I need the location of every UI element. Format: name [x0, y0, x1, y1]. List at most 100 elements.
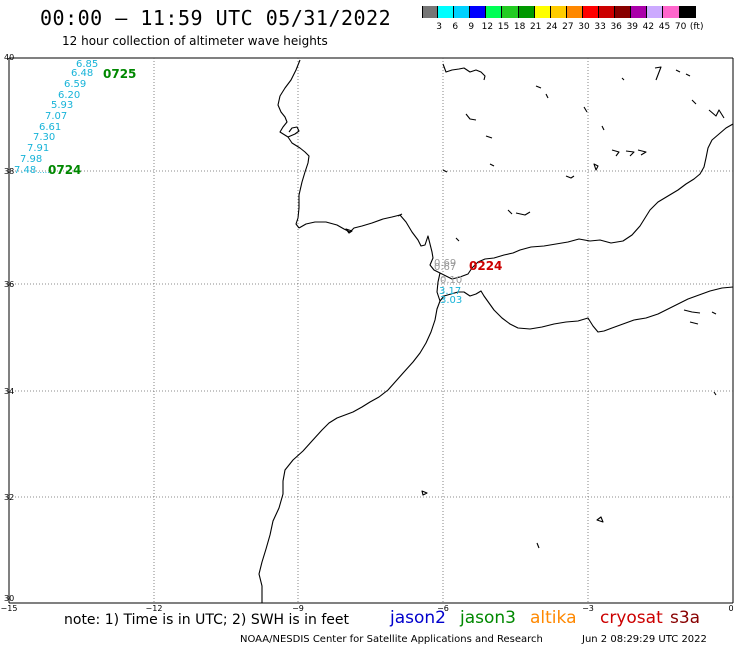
island-fragment-ac — [596, 516, 604, 523]
colorbar-label: 27 — [562, 22, 574, 32]
colorbar-label: 70 — [674, 22, 687, 32]
island-fragment-u — [397, 213, 403, 217]
lat-label-32: 32 — [4, 493, 14, 502]
colorbar-swatch — [534, 6, 551, 18]
map-gridlines — [9, 58, 733, 603]
colorbar-swatch — [470, 6, 487, 18]
island-fragment-m — [621, 77, 625, 81]
lon-label-6: −6 — [437, 604, 449, 613]
island-fragment-z — [689, 321, 699, 325]
island-fragment-r — [708, 109, 725, 119]
track-strait-gray-value: 0.67 — [434, 262, 456, 273]
colorbar-swatch — [454, 6, 471, 18]
track-northwest-value: 6.59 — [64, 79, 86, 90]
colorbar-swatch — [438, 6, 455, 18]
track-strait-cyan-value: 3.03 — [440, 295, 462, 306]
colorbar-swatch — [502, 6, 519, 18]
mission-s3a: s3a — [670, 608, 701, 628]
mission-altika: altika — [530, 608, 577, 628]
colorbar-label: 24 — [546, 22, 558, 32]
lat-label-38: 38 — [4, 167, 14, 176]
island-fragment-k — [535, 85, 542, 89]
island-fragment-h — [485, 135, 493, 139]
island-fragment-q — [691, 99, 697, 105]
track-strait-gray-value: 0.10 — [440, 275, 462, 286]
island-fragment-l — [545, 93, 549, 99]
colorbar-label: 42 — [642, 22, 655, 32]
colorbar-swatch — [582, 6, 600, 18]
island-fragment-f — [515, 211, 531, 216]
lon-label-15: −15 — [1, 604, 18, 613]
track-northwest-value: 6.61 — [39, 122, 61, 133]
coastline-south-iberia — [298, 123, 734, 280]
coastlines — [258, 59, 734, 603]
track-strait-time: 0224 — [469, 259, 502, 273]
colorbar-swatch — [486, 6, 503, 18]
colorbar-label: 3 — [436, 22, 442, 32]
island-fragment-n — [654, 66, 662, 81]
colorbar-label: 12 — [481, 22, 494, 32]
track-northwest-value: 7.48 — [14, 165, 36, 176]
colorbar-label: 36 — [610, 22, 622, 32]
colorbar-swatch — [599, 6, 616, 18]
wave-height-colorbar — [422, 6, 696, 18]
lon-label-3: −3 — [582, 604, 594, 613]
colorbar-swatch — [566, 6, 583, 18]
track-northwest-value: 7.07 — [45, 111, 67, 122]
track-northwest-value: 7.30 — [33, 132, 55, 143]
track-northwest-value: 6.20 — [58, 90, 80, 101]
coastline-lisbon-estuary — [287, 126, 300, 138]
lat-label-36: 36 — [4, 280, 14, 289]
island-fragment-i — [489, 163, 495, 167]
island-fragment-d — [565, 175, 575, 179]
colorbar-swatch — [615, 6, 632, 18]
track-northwest-value: 6.48 — [71, 68, 93, 79]
island-fragment-y — [711, 311, 717, 315]
island-fragment-x — [683, 309, 701, 314]
coastline-north-africa — [258, 286, 734, 603]
footer-timestamp: Jun 2 08:29:29 UTC 2022 — [582, 634, 707, 645]
island-fragment-ad — [536, 542, 540, 549]
island-fragment-v — [345, 228, 353, 234]
track-northwest-time-top: 0725 — [103, 67, 136, 81]
lat-label-40: 40 — [4, 53, 14, 62]
island-fragment-t — [601, 125, 605, 131]
track-northwest-value: 5.93 — [51, 100, 73, 111]
track-strait-cyan-value: 3.17 — [439, 286, 461, 297]
island-fragment-p — [685, 73, 691, 77]
coastline-france-spain-north — [442, 63, 486, 81]
colorbar-swatch — [631, 6, 648, 18]
coastline-strait-detail — [436, 272, 441, 302]
colorbar-label: 33 — [594, 22, 606, 32]
island-fragment-g — [465, 113, 477, 121]
page-title: 00:00 – 11:59 UTC 05/31/2022 — [40, 6, 392, 30]
island-fragment-aa — [713, 391, 717, 396]
lon-label-12: −12 — [146, 604, 163, 613]
colorbar-swatch — [518, 6, 535, 18]
island-fragment-c — [637, 149, 647, 156]
colorbar-swatch — [647, 6, 664, 18]
track-strait-gray-value: 0.69 — [434, 258, 456, 269]
colorbar-swatch — [663, 6, 680, 18]
track-northwest-value: 7.98 — [20, 154, 42, 165]
page-subtitle: 12 hour collection of altimeter wave hei… — [62, 34, 328, 48]
island-fragment-s — [583, 106, 588, 113]
colorbar-label: 6 — [452, 22, 459, 32]
island-fragment-o — [675, 69, 681, 73]
island-fragment-w — [455, 237, 460, 242]
colorbar-label: 39 — [626, 22, 639, 32]
colorbar-swatch — [422, 6, 439, 18]
island-fragment-e — [507, 209, 513, 215]
colorbar-label: 15 — [497, 22, 510, 32]
track-northwest-value: 6.85 — [76, 59, 98, 70]
colorbar-label: 30 — [578, 22, 590, 32]
island-fragment-b — [625, 150, 635, 157]
track-northwest-dots: ...... — [37, 166, 52, 175]
lon-label-0: 0 — [728, 604, 733, 613]
lat-axis-labels: 40 38 36 34 32 30 — [4, 53, 14, 603]
lat-label-30: 30 — [4, 594, 14, 603]
mission-cryosat: cryosat — [600, 608, 663, 628]
colorbar-label: 21 — [529, 22, 542, 32]
lat-label-34: 34 — [4, 387, 14, 396]
